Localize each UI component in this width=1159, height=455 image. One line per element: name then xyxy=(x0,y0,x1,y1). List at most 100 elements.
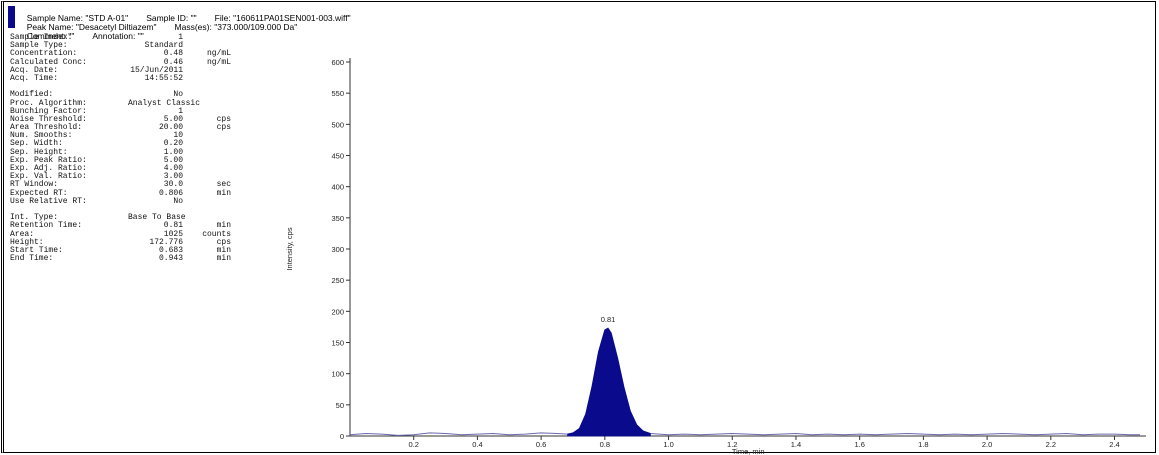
param-value: 0.943 xyxy=(158,254,183,264)
param-row: End Time: 0.943 min xyxy=(10,254,231,264)
x-tick-label: 0.4 xyxy=(472,440,482,449)
param-label: Proc. Algorithm: xyxy=(10,98,87,108)
param-label: Noise Threshold: xyxy=(10,114,87,124)
param-unit: cps xyxy=(216,237,231,247)
file-name: File: "160611PA01SEN001-003.wiff" xyxy=(214,13,351,23)
param-value: 1 xyxy=(178,106,183,116)
param-unit: min xyxy=(216,188,231,198)
param-value: 0.683 xyxy=(158,245,183,255)
y-tick-label: 600 xyxy=(331,58,344,67)
param-unit: min xyxy=(216,245,231,255)
peak-area xyxy=(567,327,651,437)
param-label: Acq. Time: xyxy=(10,73,59,83)
param-value: No xyxy=(173,90,183,100)
x-tick-label: 2.4 xyxy=(1109,440,1119,449)
param-label: Concentration: xyxy=(10,49,78,59)
param-row: Sample Index: 1 xyxy=(10,33,231,42)
param-label: Height: xyxy=(10,237,44,247)
param-unit: min xyxy=(216,221,231,231)
sample-marker xyxy=(8,6,15,28)
x-tick-label: 1.8 xyxy=(918,440,928,449)
comment: Comment: "" xyxy=(26,31,75,41)
param-value: 5.00 xyxy=(163,155,183,165)
param-row: Start Time: 0.683 min xyxy=(10,245,231,255)
param-value: No xyxy=(173,196,183,206)
param-row: Sep. Width: 0.20 xyxy=(10,140,231,148)
param-value: 1025 xyxy=(163,229,183,239)
param-row: Retention Time: 0.81 min xyxy=(10,222,231,230)
param-label: Calculated Conc: xyxy=(10,57,87,67)
param-row: Height: 172.776 cps xyxy=(10,237,231,247)
param-value: 0.806 xyxy=(158,188,183,198)
y-tick-label: 150 xyxy=(331,339,344,348)
param-row: Num. Smooths: 10 xyxy=(10,132,231,140)
param-value: Standard xyxy=(144,41,183,51)
param-unit: cps xyxy=(216,114,231,124)
param-value: 1.00 xyxy=(163,147,183,157)
param-value: 4.00 xyxy=(163,164,183,173)
trace-line xyxy=(349,327,1140,436)
param-label: Sample Type: xyxy=(10,41,68,51)
x-tick-label: 1.2 xyxy=(727,440,737,449)
param-value: 14:55:52 xyxy=(144,73,183,83)
masses: Mass(es): "373.000/109.000 Da" xyxy=(174,22,298,32)
param-value: 10 xyxy=(173,131,183,141)
param-value: 1 xyxy=(178,33,183,42)
header-line-3: Comment: "" Annotation: "" xyxy=(22,23,162,41)
sample-id: Sample ID: "" xyxy=(146,13,197,23)
param-row: Exp. Peak Ratio: 5.00 xyxy=(10,155,231,165)
param-label: Use Relative RT: xyxy=(10,196,87,206)
y-tick-label: 450 xyxy=(331,152,344,161)
annotation: Annotation: "" xyxy=(92,31,144,41)
x-tick-label: 1.4 xyxy=(791,440,801,449)
param-row: Acq. Date: 15/Jun/2011 xyxy=(10,65,231,75)
param-label: Exp. Adj. Ratio: xyxy=(10,164,87,173)
param-label: Area: xyxy=(10,229,35,239)
param-unit: sec xyxy=(216,180,231,190)
x-tick-label: 1.6 xyxy=(854,440,864,449)
param-row: Acq. Time: 14:55:52 xyxy=(10,73,231,83)
param-row: Noise Threshold: 5.00 cps xyxy=(10,114,231,124)
param-label: Area Threshold: xyxy=(10,123,83,133)
param-label: Int. Type: xyxy=(10,213,59,223)
y-tick-label: 50 xyxy=(336,401,344,410)
param-label: Acq. Date: xyxy=(10,65,59,75)
param-unit: ng/mL xyxy=(206,57,231,67)
y-tick-label: 400 xyxy=(331,183,344,192)
y-tick-label: 250 xyxy=(331,276,344,285)
param-unit: min xyxy=(216,254,231,264)
x-tick-label: 2.0 xyxy=(982,440,992,449)
param-row: Modified: No xyxy=(10,91,231,99)
processing-parameters: Sample Index: 1 Sample Type: Standard Concen… xyxy=(10,33,231,264)
param-row: Use Relative RT: No xyxy=(10,196,231,206)
x-axis-label: Time, min xyxy=(732,447,765,455)
x-tick-label: 0.8 xyxy=(600,440,610,449)
param-label: End Time: xyxy=(10,254,54,264)
param-value: 0.20 xyxy=(163,139,183,149)
param-value: 0.81 xyxy=(163,221,183,231)
y-axis-label: Intensity, cps xyxy=(285,227,294,270)
param-value: 172.776 xyxy=(149,237,183,247)
param-unit: cps xyxy=(216,123,231,133)
param-row: Sep. Height: 1.00 xyxy=(10,147,231,157)
y-tick-label: 200 xyxy=(331,307,344,316)
param-label: Num. Smooths: xyxy=(10,131,73,141)
y-tick-label: 0 xyxy=(340,432,344,441)
param-label: RT Window: xyxy=(10,180,59,190)
param-label: Exp. Val. Ratio: xyxy=(10,172,87,182)
param-row: Concentration: 0.48 ng/mL xyxy=(10,50,231,58)
param-label: Sample Index: xyxy=(10,33,73,42)
param-row: Expected RT: 0.806 min xyxy=(10,188,231,198)
x-tick-label: 0.2 xyxy=(408,440,418,449)
param-row: Exp. Adj. Ratio: 4.00 xyxy=(10,164,231,173)
param-row: Sample Type: Standard xyxy=(10,41,231,51)
y-tick-label: 350 xyxy=(331,214,344,223)
param-value: 0.48 xyxy=(163,49,183,59)
param-label: Expected RT: xyxy=(10,188,68,198)
param-value: 30.0 xyxy=(163,180,183,190)
param-row: Proc. Algorithm: Analyst Classic xyxy=(10,98,231,108)
param-unit: counts xyxy=(202,229,231,239)
param-label: Start Time: xyxy=(10,245,63,255)
param-value: 3.00 xyxy=(163,172,183,182)
